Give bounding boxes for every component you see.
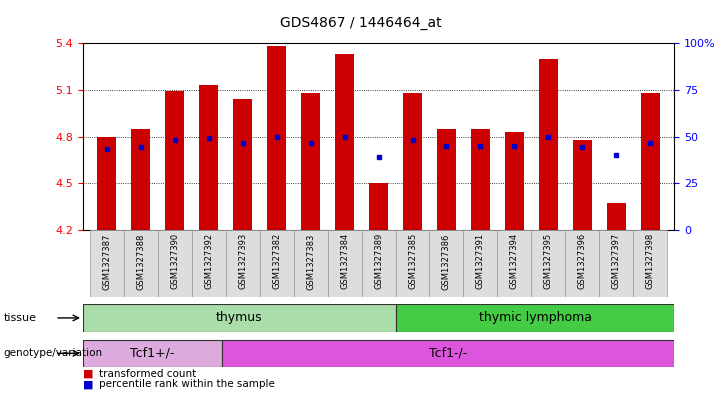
Bar — [403, 93, 422, 230]
Text: GDS4867 / 1446464_at: GDS4867 / 1446464_at — [280, 16, 441, 30]
Text: thymic lymphoma: thymic lymphoma — [479, 311, 591, 325]
Bar — [124, 230, 158, 297]
Text: GSM1327392: GSM1327392 — [204, 233, 213, 289]
Text: thymus: thymus — [216, 311, 262, 325]
Bar — [464, 230, 497, 297]
Bar — [192, 230, 226, 297]
Bar — [369, 183, 388, 230]
Text: GSM1327395: GSM1327395 — [544, 233, 553, 289]
Bar — [633, 230, 668, 297]
Bar — [260, 230, 293, 297]
Bar — [607, 204, 626, 230]
Bar — [301, 93, 320, 230]
Bar — [165, 92, 184, 230]
Bar — [89, 230, 124, 297]
Text: GSM1327382: GSM1327382 — [272, 233, 281, 290]
Text: GSM1327397: GSM1327397 — [612, 233, 621, 290]
Bar — [234, 99, 252, 230]
Text: GSM1327388: GSM1327388 — [136, 233, 145, 290]
Text: GSM1327386: GSM1327386 — [442, 233, 451, 290]
Text: GSM1327393: GSM1327393 — [238, 233, 247, 290]
Bar — [199, 85, 218, 230]
Text: genotype/variation: genotype/variation — [4, 348, 102, 358]
Text: transformed count: transformed count — [99, 369, 196, 379]
Bar — [497, 230, 531, 297]
Bar — [222, 340, 674, 367]
Bar — [97, 137, 116, 230]
Bar — [565, 230, 599, 297]
Text: percentile rank within the sample: percentile rank within the sample — [99, 379, 275, 389]
Text: GSM1327390: GSM1327390 — [170, 233, 179, 289]
Bar — [361, 230, 396, 297]
Text: GSM1327396: GSM1327396 — [578, 233, 587, 290]
Text: GSM1327391: GSM1327391 — [476, 233, 485, 289]
Bar — [437, 129, 456, 230]
Bar — [573, 140, 592, 230]
Bar — [396, 230, 430, 297]
Bar — [505, 132, 523, 230]
Bar — [131, 129, 150, 230]
Bar — [327, 230, 361, 297]
Bar — [293, 230, 327, 297]
Text: Tcf1-/-: Tcf1-/- — [429, 347, 467, 360]
Bar — [531, 230, 565, 297]
Bar — [83, 304, 396, 332]
Bar — [641, 93, 660, 230]
Bar — [335, 54, 354, 230]
Text: Tcf1+/-: Tcf1+/- — [131, 347, 174, 360]
Bar — [83, 340, 222, 367]
Bar — [226, 230, 260, 297]
Text: GSM1327384: GSM1327384 — [340, 233, 349, 290]
Text: tissue: tissue — [4, 313, 37, 323]
Bar — [539, 59, 558, 230]
Text: ■: ■ — [83, 369, 94, 379]
Text: ■: ■ — [83, 379, 94, 389]
Text: GSM1327389: GSM1327389 — [374, 233, 383, 290]
Text: GSM1327394: GSM1327394 — [510, 233, 519, 289]
Text: GSM1327385: GSM1327385 — [408, 233, 417, 290]
Bar — [267, 46, 286, 230]
Text: GSM1327383: GSM1327383 — [306, 233, 315, 290]
Bar — [158, 230, 192, 297]
Bar — [599, 230, 633, 297]
Text: GSM1327398: GSM1327398 — [646, 233, 655, 290]
Text: GSM1327387: GSM1327387 — [102, 233, 111, 290]
Bar — [396, 304, 674, 332]
Bar — [430, 230, 464, 297]
Bar — [471, 129, 490, 230]
